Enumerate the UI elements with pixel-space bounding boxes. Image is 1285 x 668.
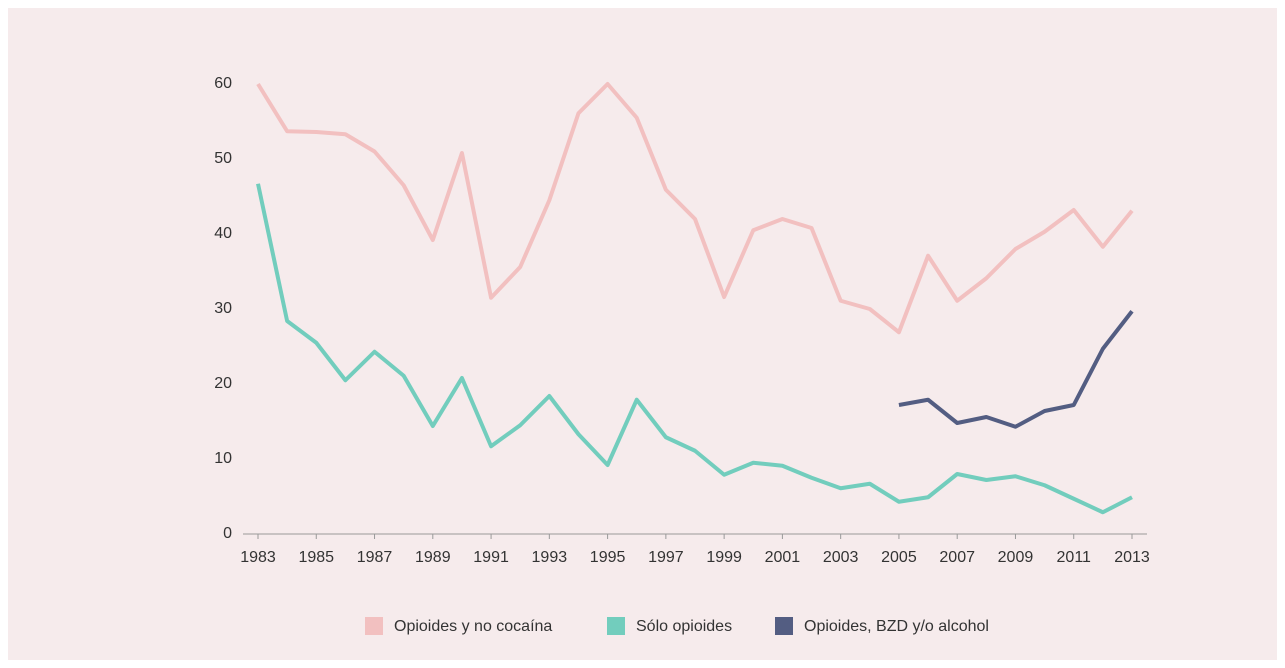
series-line: [256, 183, 1133, 515]
x-tick-label: 2001: [765, 549, 801, 566]
legend-label: Opioides, BZD y/o alcohol: [804, 618, 989, 635]
x-tick-label: 2007: [939, 549, 975, 566]
x-tick-label: 2013: [1114, 549, 1150, 566]
legend-label: Sólo opioides: [636, 618, 732, 635]
x-tick-label: 1997: [648, 549, 684, 566]
x-tick-label: 1983: [240, 549, 276, 566]
x-tick-label: 2005: [881, 549, 917, 566]
x-tick-label: 2009: [998, 549, 1034, 566]
legend-swatch: [365, 617, 383, 635]
y-tick-label: 60: [214, 75, 232, 92]
x-tick-label: 2003: [823, 549, 859, 566]
y-tick-label: 10: [214, 450, 232, 467]
x-tick-label: 1989: [415, 549, 451, 566]
x-tick-label: 1995: [590, 549, 626, 566]
y-tick-label: 20: [214, 375, 232, 392]
x-tick-label: 1985: [298, 549, 334, 566]
x-tick-label: 1987: [357, 549, 393, 566]
y-tick-label: 30: [214, 300, 232, 317]
x-tick-label: 1993: [532, 549, 568, 566]
series-line: [256, 82, 1134, 335]
y-tick-label: 0: [223, 525, 232, 542]
series-line: [898, 310, 1134, 429]
panel: [8, 8, 1277, 660]
y-tick-label: 40: [214, 225, 232, 242]
y-tick-label: 50: [214, 150, 232, 167]
x-tick-label: 1991: [473, 549, 509, 566]
legend-swatch: [775, 617, 793, 635]
x-tick-label: 2011: [1057, 549, 1092, 566]
legend-label: Opioides y no cocaína: [394, 618, 552, 635]
x-tick-label: 1999: [706, 549, 742, 566]
legend-swatch: [607, 617, 625, 635]
